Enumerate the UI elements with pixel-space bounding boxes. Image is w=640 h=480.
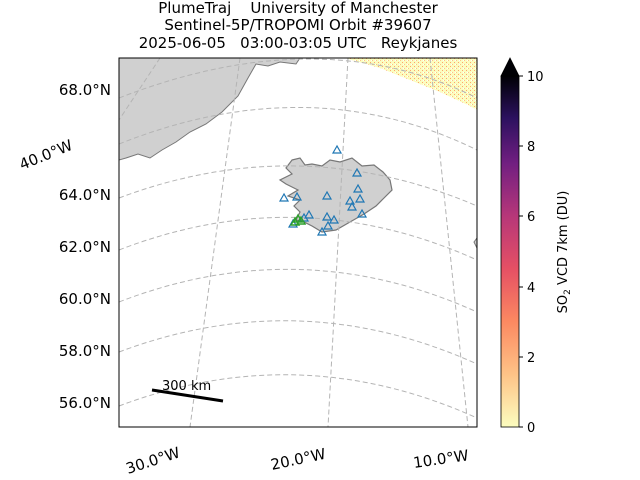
- lon-label: 20.0°W: [269, 445, 327, 474]
- colorbar-gradient: [500, 75, 520, 428]
- volcano-triangle: [356, 208, 368, 218]
- title-line-1: PlumeTraj University of Manchester: [158, 0, 438, 17]
- colorbar-tick-label: 8: [527, 140, 535, 155]
- lat-label: 64.0°N: [59, 186, 111, 204]
- colorbar: 0 2 4 6 8 10 SO2 VCD 7km (DU): [500, 57, 573, 436]
- colorbar-label: SO2 VCD 7km (DU): [556, 191, 573, 314]
- lat-label: 68.0°N: [59, 81, 111, 99]
- volcano-triangle: [331, 144, 343, 154]
- volcano-triangle: [303, 209, 315, 219]
- lat-label: 62.0°N: [59, 238, 111, 256]
- volcano-triangle: [354, 193, 366, 203]
- scale-bar: [151, 388, 224, 403]
- colorbar-tick-label: 2: [527, 351, 535, 366]
- map-area: 300 km: [119, 58, 477, 427]
- target-volcano-markers: [289, 213, 307, 226]
- colorbar-tick-label: 4: [527, 281, 535, 296]
- graticule: [119, 58, 477, 427]
- title-line-3: 2025-06-05 03:00-03:05 UTC Reykjanes: [138, 34, 458, 52]
- volcano-markers: [278, 144, 368, 236]
- colorbar-tick-label: 6: [527, 210, 535, 225]
- colorbar-tick-label: 0: [527, 421, 535, 436]
- side-lon-label: 40.0°W: [17, 136, 76, 174]
- volcano-triangle: [321, 190, 333, 200]
- volcano-triangle: [346, 201, 358, 211]
- volcano-triangle: [321, 211, 333, 221]
- volcano-triangle: [287, 218, 299, 228]
- lon-label: 10.0°W: [412, 446, 470, 472]
- volcano-triangle: [316, 226, 328, 236]
- volcano-triangle: [352, 183, 364, 193]
- lat-label: 58.0°N: [59, 342, 111, 360]
- map-frame: [118, 57, 478, 428]
- volcano-triangle: [278, 192, 290, 202]
- volcano-triangle: [291, 191, 303, 201]
- volcano-triangle: [328, 214, 340, 224]
- longitude-labels: 30.0°W 20.0°W 10.0°W: [124, 443, 470, 477]
- latitude-labels: 68.0°N 64.0°N 62.0°N 60.0°N 58.0°N 56.0°…: [59, 81, 111, 412]
- lat-label: 60.0°N: [59, 290, 111, 308]
- greenland-landmass: [119, 58, 301, 161]
- colorbar-tick-label: 10: [527, 70, 544, 85]
- lat-label: 56.0°N: [59, 394, 111, 412]
- volcano-triangle: [351, 167, 363, 177]
- colorbar-ticks: 0 2 4 6 8 10: [519, 70, 544, 436]
- satellite-swath: [345, 58, 477, 110]
- volcano-triangle: [322, 220, 334, 230]
- volcano-triangle: [344, 195, 356, 205]
- faroe-landmass: [473, 237, 477, 249]
- title-line-2: Sentinel-5P/TROPOMI Orbit #39607: [164, 16, 432, 34]
- scale-bar-label: 300 km: [162, 379, 211, 394]
- colorbar-extend-arrow: [500, 57, 520, 77]
- lon-label: 30.0°W: [124, 443, 183, 477]
